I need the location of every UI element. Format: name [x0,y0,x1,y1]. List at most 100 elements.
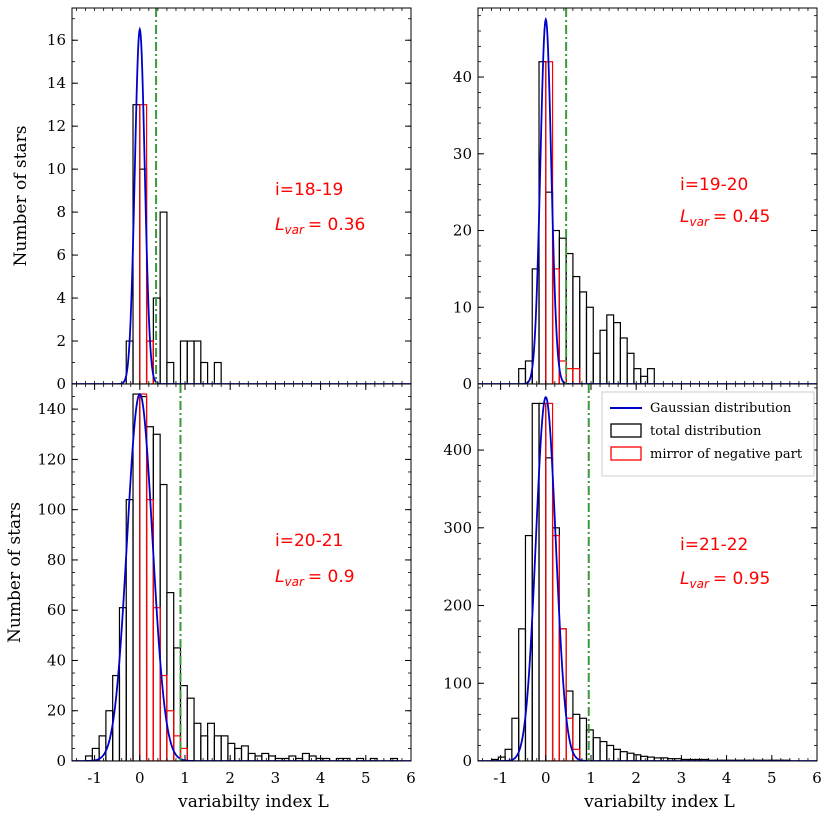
y-tick-label: 40 [453,68,472,86]
total-bar [234,747,243,761]
mirror-bar [166,710,175,761]
total-bar [579,717,588,761]
total-bar [572,275,581,384]
gaussian-curve [72,26,411,384]
y-tick-label: 60 [47,601,66,619]
y-tick-label: 100 [37,501,66,519]
total-bar [619,337,628,384]
total-bar [139,395,148,761]
annotation-bin-label: i=18-19 [275,180,343,200]
mirror-bar [551,534,560,761]
legend-mirror-label: mirror of negative part [650,447,803,462]
panel-top-left: 0 2 4 6 8 10 12 14 16 Number of stars i=18-19 Lvar =… [11,7,412,393]
axes-frame [477,383,818,762]
total-bar [585,306,594,384]
total-bar [213,735,222,761]
x-tick-label: 2 [225,769,235,787]
plot-area [478,8,817,384]
total-bar [518,368,527,384]
y-tick-label: 300 [443,519,472,537]
mirror-bar [572,748,581,761]
annotation-lvar: Lvar = 0.95 [680,569,770,591]
total-bar [207,722,215,761]
y-tick-label: 4 [56,289,66,307]
annotation-lvar: Lvar = 0.45 [680,207,770,229]
mirror-bar [565,717,574,761]
total-bar [612,322,621,384]
mirror-bar [139,393,148,761]
total-bar [612,748,621,761]
total-bar [193,722,202,761]
mirror-bar [572,368,581,384]
total-bar [159,211,168,384]
x-tick-label: 2 [631,769,641,787]
lvar-symbol: L [275,567,284,587]
mirror-bar [565,368,574,384]
y-tick-label: 100 [443,674,472,692]
x-axis-label: variabilty index L [177,792,329,812]
total-bar [592,737,601,761]
total-bar [166,592,175,761]
total-bar [545,191,554,384]
x-tick-label: 4 [722,769,732,787]
total-bar [200,735,209,761]
lvar-symbol: L [680,569,689,589]
lvar-value: = 0.36 [308,215,366,235]
y-tick-label: 20 [453,222,472,240]
y-tick-label: 6 [56,246,66,264]
x-tick-label: -1 [493,769,508,787]
total-bar [606,744,615,761]
total-bar [227,742,236,761]
panel-bottom-right: -1 0 1 2 3 4 5 6 0 100 200 300 400 variabilty index L… [443,383,822,812]
axes-frame [71,7,412,385]
lvar-value: = 0.45 [713,207,771,227]
legend-frame [601,391,815,477]
total-bar [247,752,256,761]
total-bar [565,252,574,384]
total-bar [173,647,182,761]
y-tick-label: 140 [37,400,66,418]
axes-frame [477,7,818,385]
x-tick-label: -1 [87,769,102,787]
annotation-lvar: Lvar = 0.9 [275,567,355,589]
total-bar [132,104,141,384]
mirror-bar [152,607,161,761]
y-tick-label: 400 [443,441,472,459]
total-bar [220,735,229,761]
total-bar [646,368,655,384]
x-tick-label: 4 [316,769,326,787]
lvar-subscript: var [689,215,709,229]
x-tick-label: 6 [812,769,822,787]
annotation-bin-label: i=21-22 [680,535,748,555]
x-tick-label: 0 [135,769,145,787]
x-tick-label: 0 [541,769,551,787]
lvar-subscript: var [689,577,709,591]
lvar-symbol: L [275,215,284,235]
x-tick-label: 3 [677,769,687,787]
y-tick-label: 10 [47,160,66,178]
lvar-value: = 0.95 [713,569,771,589]
legend-gaussian-label: Gaussian distribution [650,401,792,416]
gaussian-curve [72,393,411,761]
total-bar [633,368,642,384]
total-bar [186,340,195,384]
plot-area [72,384,411,761]
panel-top-right: 0 10 20 30 40 i=19-20 Lvar = 0.45 [453,7,818,393]
total-bar [186,697,195,761]
y-axis-label: Number of stars [11,126,31,267]
mirror-bar [139,104,148,384]
x-tick-label: 1 [180,769,190,787]
legend: Gaussian distribution total distribution… [601,391,815,477]
x-tick-label: 1 [586,769,596,787]
lvar-value: = 0.9 [308,567,355,587]
total-bar [193,340,202,384]
lvar-subscript: var [284,575,304,589]
x-tick-label: 5 [361,769,371,787]
y-tick-label: 8 [56,203,66,221]
y-tick-label: 2 [56,332,66,350]
y-tick-label: 12 [47,117,66,135]
total-bar [606,314,615,384]
y-axis-label: Number of stars [5,502,25,643]
